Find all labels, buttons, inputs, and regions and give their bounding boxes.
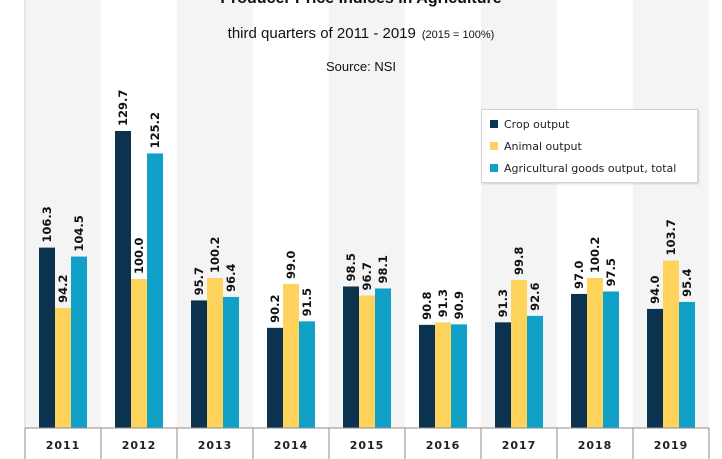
value-label-total-2016: 90.9 [452, 291, 466, 319]
bar-total-2018 [603, 291, 619, 428]
value-label-animal-2015: 96.7 [360, 262, 374, 290]
value-label-animal-2016: 91.3 [436, 289, 450, 317]
bar-crop-2016 [419, 324, 435, 428]
value-label-total-2012: 125.2 [148, 112, 162, 148]
value-label-crop-2014: 90.2 [268, 294, 282, 322]
value-label-animal-2013: 100.2 [208, 237, 222, 273]
chart-subtitle-text: third quarters of 2011 - 2019 [227, 25, 416, 42]
bar-total-2019 [679, 301, 695, 428]
x-tick-label-2013: 2013 [198, 439, 233, 452]
bar-crop-2017 [495, 322, 511, 428]
chart-subtitle: third quarters of 2011 - 2019 (2015 = 100… [0, 25, 722, 42]
value-label-animal-2019: 103.7 [664, 219, 678, 255]
value-label-total-2011: 104.5 [72, 215, 86, 251]
legend-swatch-total [490, 164, 498, 172]
bar-total-2011 [71, 256, 87, 428]
bar-crop-2018 [571, 293, 587, 428]
bar-animal-2018 [587, 278, 603, 428]
x-tick-label-2014: 2014 [274, 439, 309, 452]
legend-swatch-crop [490, 120, 498, 128]
legend-swatch-animal [490, 142, 498, 150]
value-label-animal-2018: 100.2 [588, 237, 602, 273]
x-tick-label-2011: 2011 [46, 439, 81, 452]
value-label-total-2014: 91.5 [300, 288, 314, 316]
legend-label-crop: Crop output [504, 117, 570, 131]
bar-animal-2015 [359, 295, 375, 428]
value-label-animal-2012: 100.0 [132, 238, 146, 274]
x-tick-label-2019: 2019 [654, 439, 689, 452]
x-tick-label-2016: 2016 [426, 439, 461, 452]
bar-total-2014 [299, 321, 315, 428]
bar-crop-2012 [115, 131, 131, 428]
value-label-animal-2017: 99.8 [512, 247, 526, 275]
legend-item-total: Agricultural goods output, total [482, 157, 697, 179]
value-label-animal-2011: 94.2 [56, 275, 70, 303]
bar-animal-2013 [207, 278, 223, 428]
bar-animal-2014 [283, 283, 299, 428]
legend-label-animal: Animal output [504, 139, 582, 153]
bar-crop-2011 [39, 247, 55, 428]
bar-animal-2012 [131, 279, 147, 428]
x-tick-label-2017: 2017 [502, 439, 537, 452]
bar-animal-2011 [55, 307, 71, 428]
bar-animal-2017 [511, 279, 527, 428]
value-label-animal-2014: 99.0 [284, 251, 298, 279]
value-label-crop-2011: 106.3 [40, 206, 54, 242]
value-label-crop-2013: 95.7 [192, 267, 206, 295]
legend-label-total: Agricultural goods output, total [504, 161, 677, 175]
bar-animal-2019 [663, 260, 679, 428]
value-label-total-2013: 96.4 [224, 264, 238, 292]
x-tick-label-2018: 2018 [578, 439, 613, 452]
value-label-crop-2015: 98.5 [344, 253, 358, 281]
bar-total-2017 [527, 315, 543, 428]
bar-total-2015 [375, 288, 391, 428]
x-tick-label-2015: 2015 [350, 439, 385, 452]
legend-item-crop: Crop output [482, 113, 697, 135]
x-tick-label-2012: 2012 [122, 439, 157, 452]
value-label-crop-2017: 91.3 [496, 289, 510, 317]
value-label-total-2018: 97.5 [604, 258, 618, 286]
chart-source: Source: NSI [325, 59, 397, 74]
value-label-crop-2018: 97.0 [572, 261, 586, 289]
bar-total-2012 [147, 153, 163, 428]
value-label-total-2019: 95.4 [680, 269, 694, 297]
bar-crop-2013 [191, 300, 207, 428]
value-label-total-2015: 98.1 [376, 255, 390, 283]
legend-item-animal: Animal output [482, 135, 697, 157]
bar-total-2013 [223, 296, 239, 428]
bar-crop-2019 [647, 308, 663, 428]
value-label-crop-2019: 94.0 [648, 276, 662, 304]
value-label-total-2017: 92.6 [528, 283, 542, 311]
chart-title: Producer Price Indices in Agriculture [0, 0, 722, 8]
legend: Crop output Animal output Agricultural g… [481, 109, 698, 183]
bar-animal-2016 [435, 322, 451, 428]
value-label-crop-2016: 90.8 [420, 291, 434, 319]
base-year-note: (2015 = 100%) [421, 29, 495, 41]
value-label-crop-2012: 129.7 [116, 90, 130, 126]
bar-total-2016 [451, 324, 467, 428]
bar-crop-2015 [343, 286, 359, 428]
bar-crop-2014 [267, 327, 283, 428]
